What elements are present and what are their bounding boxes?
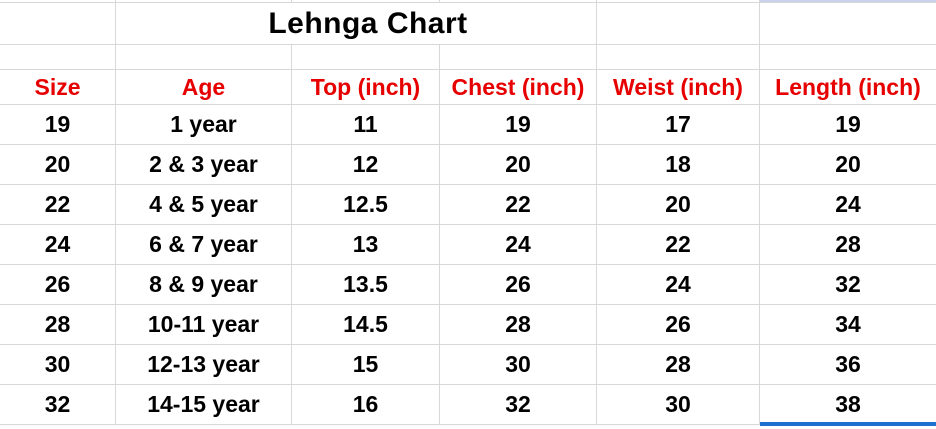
- table-cell[interactable]: 20: [597, 185, 760, 225]
- column-header-top[interactable]: Top (inch): [292, 70, 440, 105]
- table-cell[interactable]: 26: [0, 265, 116, 305]
- empty-cell[interactable]: [760, 45, 936, 70]
- empty-cell[interactable]: [597, 45, 760, 70]
- empty-cell[interactable]: [0, 3, 116, 45]
- column-header-length[interactable]: Length (inch): [760, 70, 936, 105]
- empty-cell[interactable]: [597, 3, 760, 45]
- sliver-row: [0, 0, 936, 3]
- table-cell[interactable]: 30: [597, 385, 760, 425]
- table-cell[interactable]: 38: [760, 385, 936, 425]
- column-header-weist[interactable]: Weist (inch): [597, 70, 760, 105]
- table-cell[interactable]: 24: [760, 185, 936, 225]
- title-row: Lehnga Chart: [0, 3, 936, 45]
- header-row: Size Age Top (inch) Chest (inch) Weist (…: [0, 70, 936, 105]
- table-cell[interactable]: 22: [0, 185, 116, 225]
- table-cell[interactable]: 12.5: [292, 185, 440, 225]
- table-cell[interactable]: 28: [760, 225, 936, 265]
- sliver-cell: [440, 0, 597, 3]
- bottom-sliver-row: [0, 425, 936, 429]
- empty-cell[interactable]: [440, 45, 597, 70]
- table-row: 32 14-15 year 16 32 30 38: [0, 385, 936, 425]
- sliver-cell: [597, 425, 760, 429]
- table-cell[interactable]: 10-11 year: [116, 305, 292, 345]
- table-row: 24 6 & 7 year 13 24 22 28: [0, 225, 936, 265]
- column-header-age[interactable]: Age: [116, 70, 292, 105]
- table-cell[interactable]: 22: [597, 225, 760, 265]
- table-cell[interactable]: 24: [597, 265, 760, 305]
- selection-top-highlight: [760, 0, 936, 3]
- sliver-cell: [116, 0, 292, 3]
- table-cell[interactable]: 12-13 year: [116, 345, 292, 385]
- empty-cell[interactable]: [760, 3, 936, 45]
- table-cell[interactable]: 20: [760, 145, 936, 185]
- table-row: 28 10-11 year 14.5 28 26 34: [0, 305, 936, 345]
- table-row: 22 4 & 5 year 12.5 22 20 24: [0, 185, 936, 225]
- table-cell[interactable]: 8 & 9 year: [116, 265, 292, 305]
- table-cell[interactable]: 11: [292, 105, 440, 145]
- table-row: 19 1 year 11 19 17 19: [0, 105, 936, 145]
- selection-bottom-border: [760, 422, 936, 426]
- table-cell[interactable]: 13.5: [292, 265, 440, 305]
- table-cell[interactable]: 22: [440, 185, 597, 225]
- table-cell[interactable]: 24: [0, 225, 116, 265]
- table-row: 26 8 & 9 year 13.5 26 24 32: [0, 265, 936, 305]
- table-cell[interactable]: 30: [440, 345, 597, 385]
- table-cell[interactable]: 36: [760, 345, 936, 385]
- sliver-cell: [0, 0, 116, 3]
- table-cell[interactable]: 26: [597, 305, 760, 345]
- table-cell[interactable]: 34: [760, 305, 936, 345]
- table-cell[interactable]: 20: [440, 145, 597, 185]
- table-cell[interactable]: 32: [760, 265, 936, 305]
- table-row: 30 12-13 year 15 30 28 36: [0, 345, 936, 385]
- table-cell[interactable]: 4 & 5 year: [116, 185, 292, 225]
- table-cell[interactable]: 32: [440, 385, 597, 425]
- table-cell[interactable]: 19: [440, 105, 597, 145]
- table-cell[interactable]: 15: [292, 345, 440, 385]
- empty-cell[interactable]: [292, 45, 440, 70]
- table-cell[interactable]: 16: [292, 385, 440, 425]
- table-body: 19 1 year 11 19 17 19 20 2 & 3 year 12 20 18 20 22 4 …: [0, 105, 936, 425]
- table-cell[interactable]: 26: [440, 265, 597, 305]
- table-cell[interactable]: 13: [292, 225, 440, 265]
- table-cell[interactable]: 19: [760, 105, 936, 145]
- table-cell[interactable]: 14.5: [292, 305, 440, 345]
- table-cell[interactable]: 30: [0, 345, 116, 385]
- table-cell[interactable]: 1 year: [116, 105, 292, 145]
- sliver-cell: [0, 425, 116, 429]
- table-cell[interactable]: 28: [440, 305, 597, 345]
- sliver-cell: [597, 0, 760, 3]
- table-cell[interactable]: 28: [0, 305, 116, 345]
- table-cell[interactable]: 18: [597, 145, 760, 185]
- column-header-size[interactable]: Size: [0, 70, 116, 105]
- sliver-cell: [116, 425, 292, 429]
- table-cell[interactable]: 19: [0, 105, 116, 145]
- spacer-row: [0, 45, 936, 70]
- table-cell[interactable]: 24: [440, 225, 597, 265]
- sliver-cell: [760, 425, 936, 429]
- table-cell[interactable]: 12: [292, 145, 440, 185]
- table-cell[interactable]: 28: [597, 345, 760, 385]
- table-cell[interactable]: 32: [0, 385, 116, 425]
- sliver-cell: [292, 0, 440, 3]
- column-header-chest[interactable]: Chest (inch): [440, 70, 597, 105]
- empty-cell[interactable]: [0, 45, 116, 70]
- table-cell[interactable]: 20: [0, 145, 116, 185]
- empty-cell[interactable]: [116, 45, 292, 70]
- sliver-cell: [292, 425, 440, 429]
- sheet-title[interactable]: Lehnga Chart: [116, 3, 597, 45]
- table-cell[interactable]: 6 & 7 year: [116, 225, 292, 265]
- table-cell[interactable]: 14-15 year: [116, 385, 292, 425]
- table-cell[interactable]: 2 & 3 year: [116, 145, 292, 185]
- table-cell[interactable]: 17: [597, 105, 760, 145]
- table-row: 20 2 & 3 year 12 20 18 20: [0, 145, 936, 185]
- sliver-cell: [440, 425, 597, 429]
